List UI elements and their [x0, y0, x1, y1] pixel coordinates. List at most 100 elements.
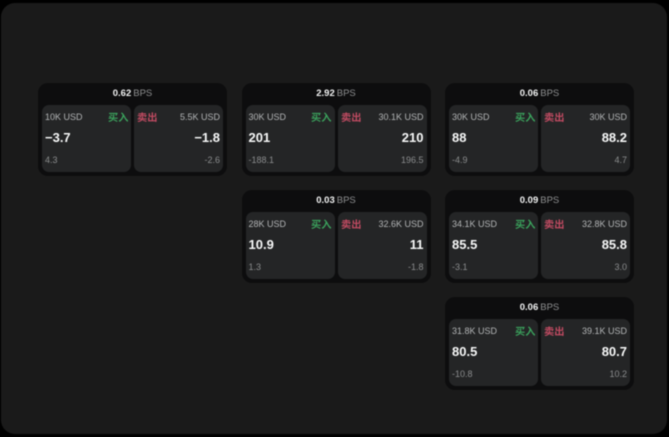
- buy-price: 80.5: [452, 344, 478, 359]
- buy-change: 4.3: [45, 155, 58, 165]
- buy-size-row: 30K USD: [452, 111, 535, 123]
- sell-size: 32.8K USD: [581, 219, 627, 229]
- buy-size-row: 10K USD: [45, 111, 128, 123]
- sell-change: -1.8: [407, 262, 424, 272]
- sell-size: 32.6K USD: [378, 219, 424, 229]
- sell-change: -2.6: [204, 155, 220, 165]
- spread-unit: BPS: [540, 195, 560, 206]
- spread-value: 0.09: [519, 195, 539, 206]
- quote-card[interactable]: 0.09 BPS 34.1K USD 85.5 -3.1 32.8K USD 8…: [445, 190, 634, 283]
- sell-quote[interactable]: 30.1K USD 210 196.5: [337, 105, 427, 172]
- quote-pair: 30K USD 201 -188.1 30.1K USD 210 196.5: [245, 105, 427, 172]
- buy-change: -188.1: [248, 155, 275, 165]
- quote-card[interactable]: 0.06 BPS 31.8K USD 80.5 -10.8 39.1K USD …: [445, 297, 634, 390]
- sell-label: [137, 112, 157, 122]
- buy-change: -4.9: [452, 155, 468, 165]
- sell-quote[interactable]: 32.8K USD 85.8 3.0: [541, 212, 630, 279]
- card-spread-header: 0.06 BPS: [449, 297, 630, 319]
- buy-size: 30K USD: [248, 112, 287, 122]
- buy-change: -3.1: [452, 262, 468, 272]
- quote-card[interactable]: 2.92 BPS 30K USD 201 -188.1 30.1K USD 21…: [241, 83, 431, 176]
- buy-size: 30K USD: [452, 112, 490, 122]
- buy-size: 31.8K USD: [452, 326, 498, 336]
- buy-quote[interactable]: 34.1K USD 85.5 -3.1: [449, 212, 538, 279]
- spread-value: 0.06: [519, 88, 539, 99]
- quote-pair: 10K USD −3.7 4.3 5.5K USD −1.8 -2.6: [42, 105, 223, 172]
- sell-size-row: 5.5K USD: [137, 111, 220, 123]
- buy-change: -10.8: [452, 369, 473, 379]
- card-spread-header: 0.62 BPS: [42, 83, 223, 105]
- quote-card[interactable]: 0.62 BPS 10K USD −3.7 4.3 5.5K USD −1.8 …: [38, 83, 227, 176]
- sell-price: 210: [401, 130, 424, 145]
- sell-price: −1.8: [194, 130, 220, 145]
- buy-label: [107, 112, 128, 122]
- spread-value: 0.03: [316, 195, 335, 206]
- card-spread-header: 0.09 BPS: [449, 190, 630, 212]
- sell-label: [544, 112, 564, 122]
- card-spread-header: 2.92 BPS: [246, 83, 427, 105]
- sell-quote[interactable]: 32.6K USD 11 -1.8: [337, 212, 427, 279]
- spread-value: 2.92: [316, 88, 335, 99]
- buy-label: [514, 326, 535, 336]
- buy-size: 10K USD: [45, 112, 83, 122]
- sell-size: 39.1K USD: [581, 326, 627, 336]
- sell-change: 10.2: [609, 369, 627, 379]
- sell-quote[interactable]: 30K USD 88.2 4.7: [541, 105, 630, 172]
- buy-size-row: 34.1K USD: [452, 218, 535, 230]
- card-spread-header: 0.03 BPS: [246, 190, 427, 212]
- quote-pair: 34.1K USD 85.5 -3.1 32.8K USD 85.8 3.0: [449, 212, 630, 279]
- sell-size-row: 39.1K USD: [544, 325, 627, 337]
- spread-unit: BPS: [336, 88, 356, 99]
- sell-size-row: 30K USD: [544, 111, 627, 123]
- buy-label: [514, 219, 535, 229]
- sell-price: 80.7: [601, 344, 627, 359]
- sell-quote[interactable]: 5.5K USD −1.8 -2.6: [134, 105, 223, 172]
- card-spread-header: 0.06 BPS: [449, 83, 630, 105]
- buy-quote[interactable]: 31.8K USD 80.5 -10.8: [449, 319, 538, 386]
- sell-change: 3.0: [614, 262, 627, 272]
- buy-price: 201: [248, 130, 271, 145]
- buy-size-row: 28K USD: [249, 218, 332, 230]
- buy-label: [311, 112, 332, 122]
- sell-label: [544, 326, 564, 336]
- spread-value: 0.62: [112, 88, 132, 99]
- sell-size: 5.5K USD: [179, 112, 220, 122]
- sell-change: 4.7: [614, 155, 627, 165]
- buy-size: 34.1K USD: [452, 219, 498, 229]
- quote-pair: 31.8K USD 80.5 -10.8 39.1K USD 80.7 10.2: [449, 319, 630, 386]
- buy-quote[interactable]: 10K USD −3.7 4.3: [42, 105, 131, 172]
- quote-card[interactable]: 0.06 BPS 30K USD 88 -4.9 30K USD 88.2 4.…: [445, 83, 634, 176]
- buy-size-row: 31.8K USD: [452, 325, 535, 337]
- sell-change: 196.5: [400, 155, 424, 165]
- sell-price: 88.2: [601, 130, 627, 145]
- buy-label: [514, 112, 535, 122]
- sell-size: 30K USD: [589, 112, 627, 122]
- buy-quote[interactable]: 30K USD 201 -188.1: [245, 105, 335, 172]
- buy-price: 85.5: [452, 237, 478, 252]
- sell-price: 85.8: [601, 237, 627, 252]
- buy-quote[interactable]: 30K USD 88 -4.9: [449, 105, 538, 172]
- sell-size-row: 30.1K USD: [341, 111, 424, 123]
- quote-pair: 30K USD 88 -4.9 30K USD 88.2 4.7: [449, 105, 630, 172]
- sell-size-row: 32.6K USD: [341, 218, 424, 230]
- spread-unit: BPS: [540, 88, 560, 99]
- quote-pair: 28K USD 10.9 1.3 32.6K USD 11 -1.8: [245, 212, 427, 279]
- sell-label: [544, 219, 564, 229]
- sell-size-row: 32.8K USD: [544, 218, 627, 230]
- buy-size-row: 30K USD: [249, 111, 332, 123]
- buy-price: −3.7: [45, 130, 71, 145]
- buy-change: 1.3: [248, 262, 262, 272]
- quote-card[interactable]: 0.03 BPS 28K USD 10.9 1.3 32.6K USD 11 -…: [241, 190, 431, 283]
- buy-quote[interactable]: 28K USD 10.9 1.3: [245, 212, 335, 279]
- sell-size: 30.1K USD: [378, 112, 424, 122]
- spread-unit: BPS: [133, 88, 153, 99]
- buy-price: 10.9: [248, 237, 274, 252]
- spread-unit: BPS: [336, 195, 356, 206]
- spread-unit: BPS: [540, 302, 560, 313]
- buy-label: [311, 219, 332, 229]
- buy-size: 28K USD: [248, 219, 287, 229]
- spread-value: 0.06: [519, 302, 539, 313]
- sell-quote[interactable]: 39.1K USD 80.7 10.2: [541, 319, 630, 386]
- quote-card-grid: 0.62 BPS 10K USD −3.7 4.3 5.5K USD −1.8 …: [38, 83, 634, 390]
- sell-label: [341, 219, 361, 229]
